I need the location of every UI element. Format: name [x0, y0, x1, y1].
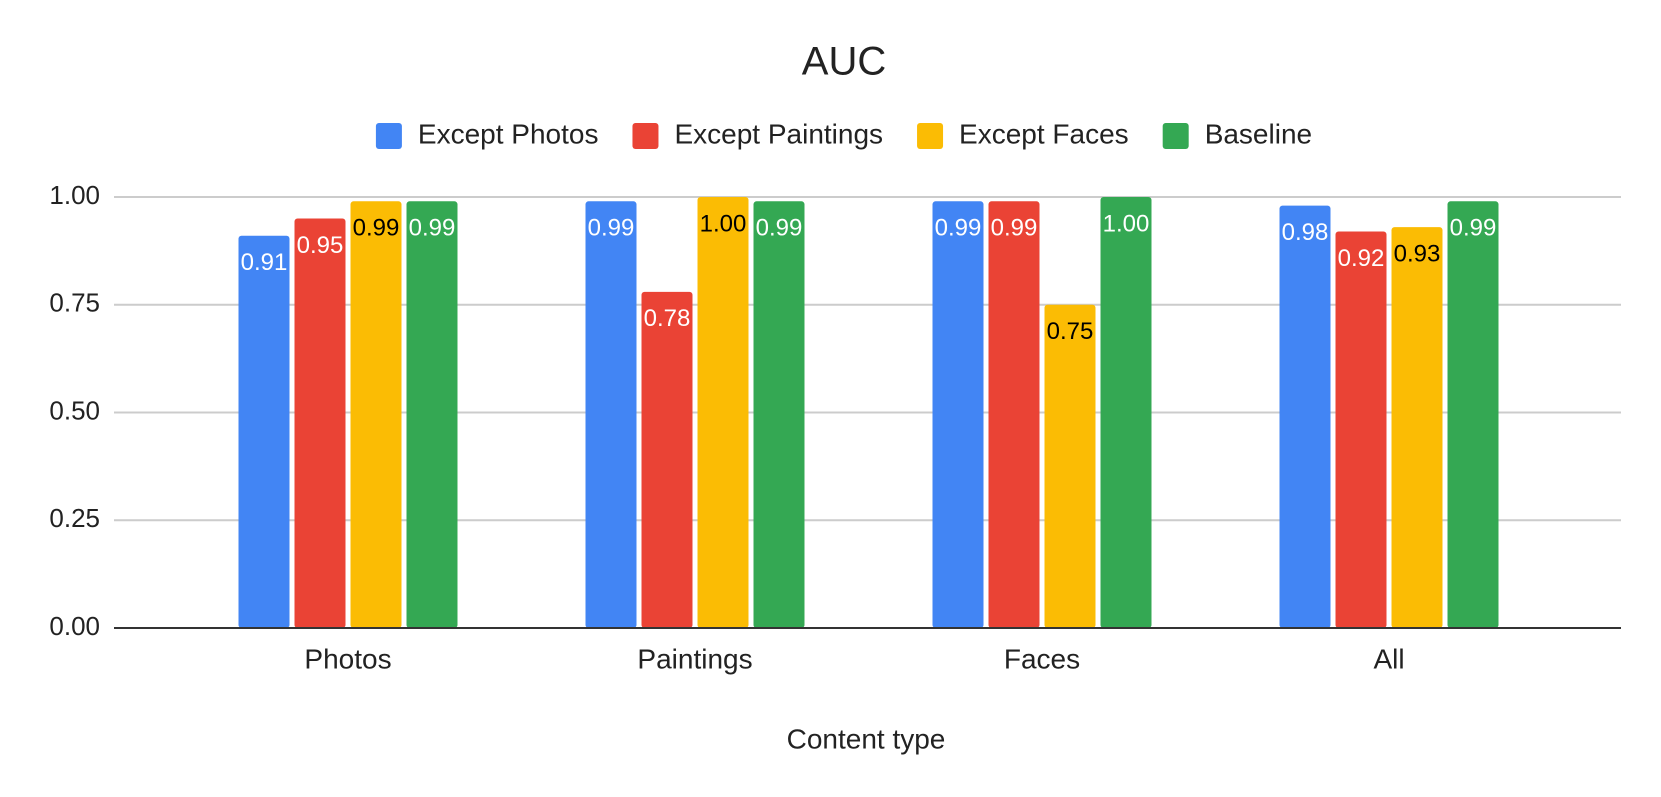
data-label: 0.99 [353, 215, 400, 242]
x-tick-label: All [1373, 643, 1404, 674]
bar [988, 201, 1040, 628]
data-label: 1.00 [1103, 210, 1150, 237]
x-tick-label: Paintings [637, 643, 752, 674]
bar [1447, 201, 1499, 628]
data-label: 0.99 [1450, 215, 1497, 242]
data-label: 0.99 [991, 215, 1038, 242]
y-tick-label: 0.00 [49, 611, 100, 641]
x-tick-label: Faces [1004, 643, 1080, 674]
x-tick-label: Photos [304, 643, 391, 674]
data-label: 0.99 [935, 215, 982, 242]
bar [932, 201, 984, 628]
bar [753, 201, 805, 628]
y-tick-label: 0.25 [49, 503, 100, 533]
data-label: 0.93 [1394, 241, 1441, 268]
legend-swatch [375, 123, 402, 149]
legend-label: Except Faces [959, 118, 1129, 149]
legend-label: Except Paintings [674, 118, 883, 149]
bar [585, 201, 637, 628]
legend-swatch [1162, 123, 1189, 149]
bar [1100, 197, 1152, 628]
legend-swatch [917, 123, 944, 149]
data-label: 0.99 [756, 215, 803, 242]
bar [697, 197, 749, 628]
y-tick-label: 1.00 [49, 180, 100, 210]
legend-label: Except Photos [418, 118, 599, 149]
data-label: 0.99 [588, 215, 635, 242]
y-tick-label: 0.75 [49, 288, 100, 318]
bar [1044, 304, 1096, 628]
data-label: 0.91 [241, 249, 288, 276]
data-label: 0.75 [1047, 318, 1094, 345]
bar [238, 235, 290, 629]
bar [1335, 231, 1387, 629]
x-axis-title: Content type [787, 723, 946, 754]
data-label: 0.95 [297, 232, 344, 259]
data-label: 1.00 [700, 210, 747, 237]
bar [294, 218, 346, 629]
data-label: 0.99 [409, 215, 456, 242]
data-label: 0.78 [644, 305, 691, 332]
bar [641, 291, 693, 628]
bar [406, 201, 458, 628]
bar [1391, 227, 1443, 629]
bar [1279, 205, 1331, 628]
bar [350, 201, 402, 628]
data-label: 0.98 [1282, 219, 1329, 246]
legend-label: Baseline [1205, 118, 1312, 149]
data-label: 0.92 [1338, 245, 1385, 272]
legend-swatch [632, 123, 659, 149]
y-tick-label: 0.50 [49, 395, 100, 425]
chart-title: AUC [802, 40, 886, 84]
